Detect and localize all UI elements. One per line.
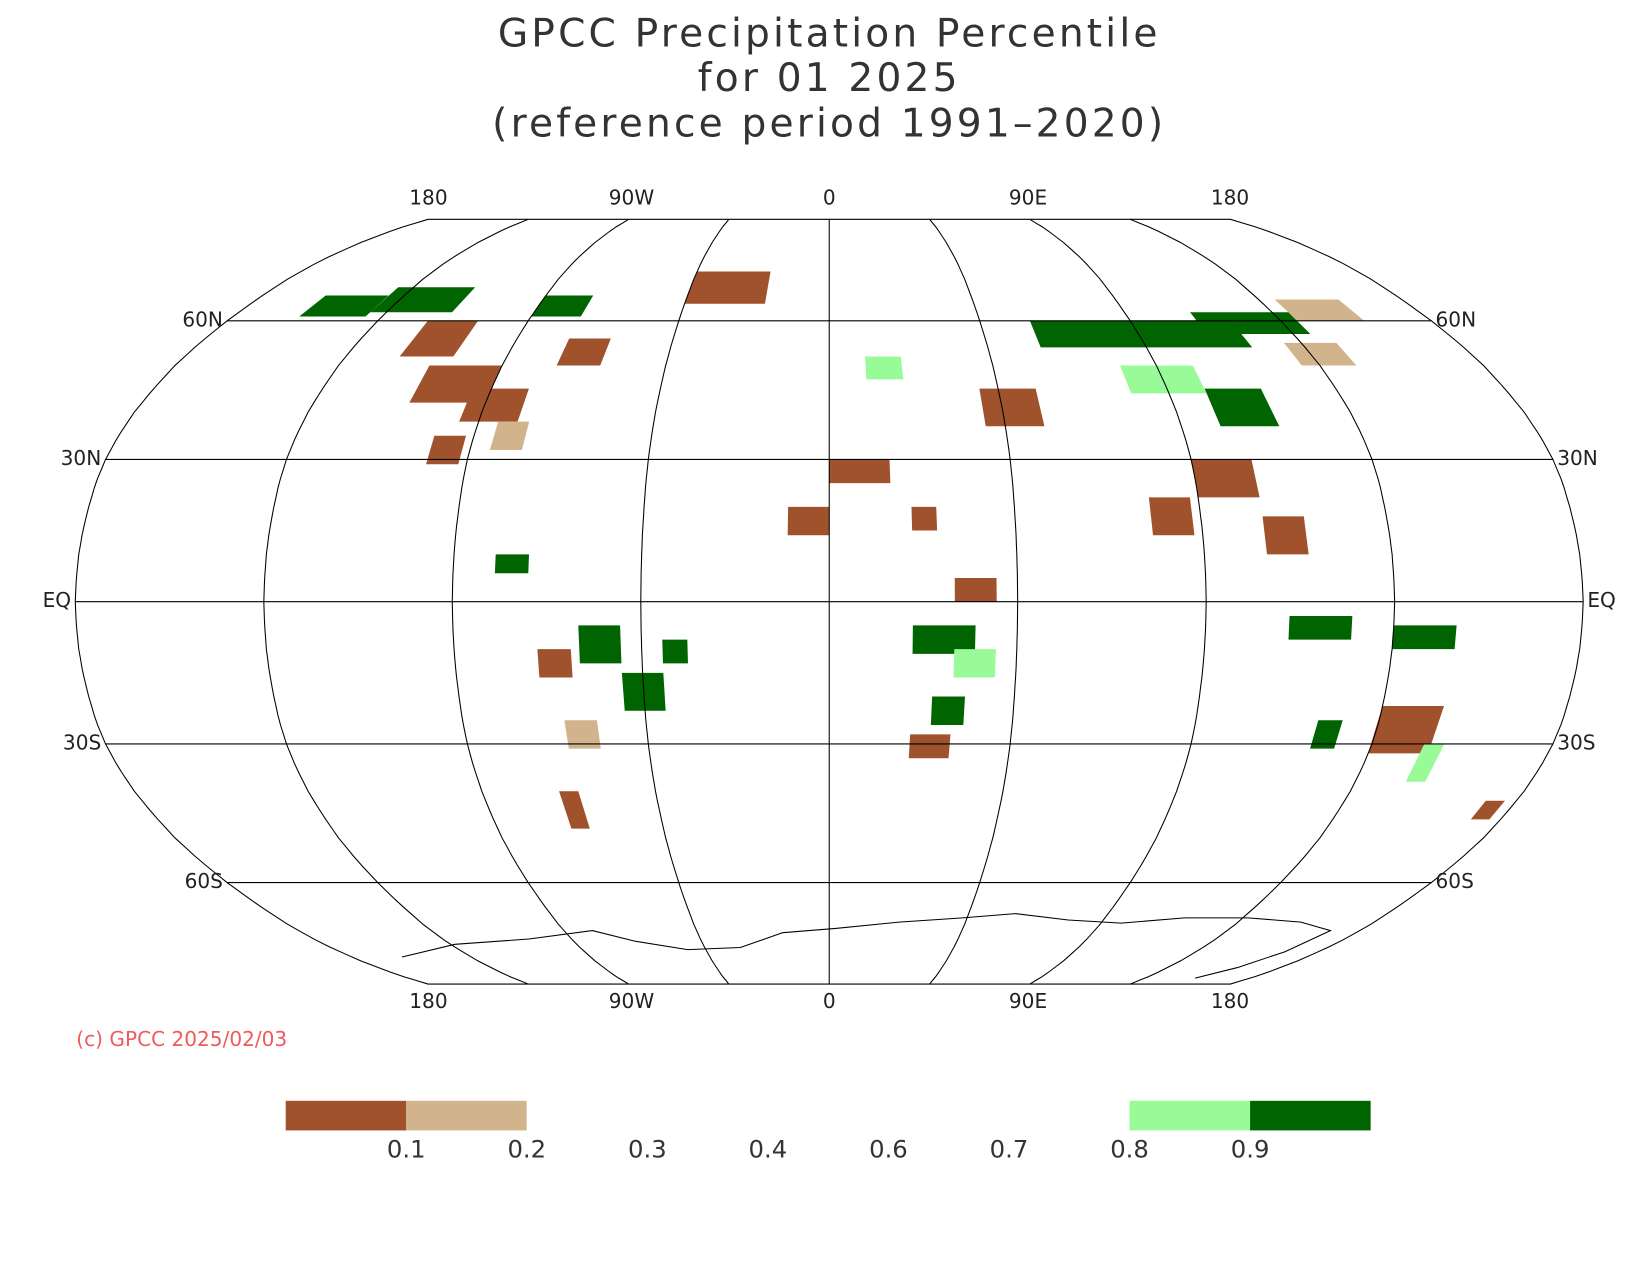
precip-cell (556, 338, 611, 366)
lat-label: 60S (185, 869, 223, 893)
precip-cells (299, 271, 1505, 829)
lat-label: 60N (182, 307, 223, 331)
lat-label: 60N (1436, 307, 1477, 331)
precip-cell (1262, 516, 1309, 555)
precip-cell (1405, 743, 1445, 782)
precip-cell (531, 295, 594, 317)
lat-label: EQ (43, 588, 72, 612)
precip-cell (829, 459, 891, 484)
precip-cell (1190, 312, 1311, 335)
precip-cell (578, 625, 622, 664)
antarctica-coast (401, 913, 1332, 979)
precip-cell (1288, 615, 1353, 640)
lon-label: 90E (1009, 185, 1047, 209)
precip-cell (1029, 320, 1253, 348)
lon-label: 90W (609, 989, 655, 1013)
precip-cell (370, 287, 476, 313)
precip-cell (953, 649, 996, 678)
lon-label: 180 (1211, 185, 1249, 209)
lon-label: 90W (609, 185, 655, 209)
legend-swatch (1129, 1100, 1251, 1131)
legend-label: 0.3 (628, 1135, 667, 1164)
precip-cell (908, 734, 951, 759)
legend-swatch (647, 1100, 768, 1131)
legend-label: 0.6 (869, 1135, 908, 1164)
precip-cell (564, 720, 601, 749)
precip-cell (1274, 299, 1365, 321)
precip-cell (979, 388, 1045, 427)
legend: 0.1 0.2 0.3 0.4 0.6 0.7 0.8 0.9 (285, 1100, 1371, 1164)
precip-cell (559, 791, 590, 829)
precip-cell (1204, 388, 1280, 427)
precip-cell (911, 506, 938, 531)
precip-cell (954, 578, 997, 602)
precip-cell (1392, 625, 1457, 650)
lat-label: 30S (63, 730, 101, 754)
precip-cell (1368, 705, 1445, 754)
legend-swatch (406, 1100, 527, 1131)
lat-label: 30N (61, 446, 102, 470)
legend-label: 0.7 (990, 1135, 1029, 1164)
lon-label: 180 (1211, 989, 1249, 1013)
lat-label: 60S (1436, 869, 1474, 893)
legend-label: 0.1 (387, 1135, 426, 1164)
precip-cell (489, 421, 530, 450)
lat-label: 30S (1557, 730, 1595, 754)
precip-cell (912, 625, 976, 654)
precip-cell (1191, 459, 1260, 498)
precip-cell (494, 554, 530, 574)
precip-cell (787, 506, 830, 536)
legend-swatch (767, 1100, 889, 1131)
legend-label: 0.9 (1231, 1135, 1270, 1164)
precip-cell (1283, 342, 1357, 366)
credit: (c) GPCC 2025/02/03 (76, 1027, 287, 1051)
lon-label: 180 (409, 989, 447, 1013)
precip-cell (426, 435, 466, 465)
title-line: for 01 2025 (698, 56, 961, 101)
lat-label: EQ (1587, 588, 1615, 612)
precip-cell (684, 271, 771, 304)
precip-cell (537, 649, 573, 678)
map-outline (74, 218, 1584, 985)
lon-label: 180 (409, 185, 447, 209)
legend-swatch (285, 1100, 407, 1131)
legend-label: 0.2 (507, 1135, 546, 1164)
precip-cell (865, 356, 904, 380)
precip-cell (1148, 497, 1195, 536)
lat-label: 30N (1557, 446, 1598, 470)
lon-label: 90E (1009, 989, 1047, 1013)
legend-swatch (1250, 1100, 1371, 1131)
precip-cell (1470, 800, 1505, 820)
title-line: GPCC Precipitation Percentile (498, 12, 1161, 57)
precip-cell (299, 295, 389, 317)
precip-cell (662, 639, 688, 664)
precip-cell (459, 388, 529, 422)
legend-label: 0.8 (1110, 1135, 1149, 1164)
legend-swatch (526, 1100, 648, 1131)
lon-label: 0 (823, 989, 836, 1013)
precip-cell (399, 320, 479, 357)
legend-label: 0.4 (749, 1135, 788, 1164)
graticule (74, 218, 1584, 985)
title-line: (reference period 1991–2020) (492, 101, 1166, 146)
precip-cell (930, 696, 966, 725)
precip-cell (1310, 720, 1343, 749)
legend-swatch (1008, 1100, 1130, 1131)
legend-swatch (888, 1100, 1009, 1131)
lon-label: 0 (823, 185, 836, 209)
